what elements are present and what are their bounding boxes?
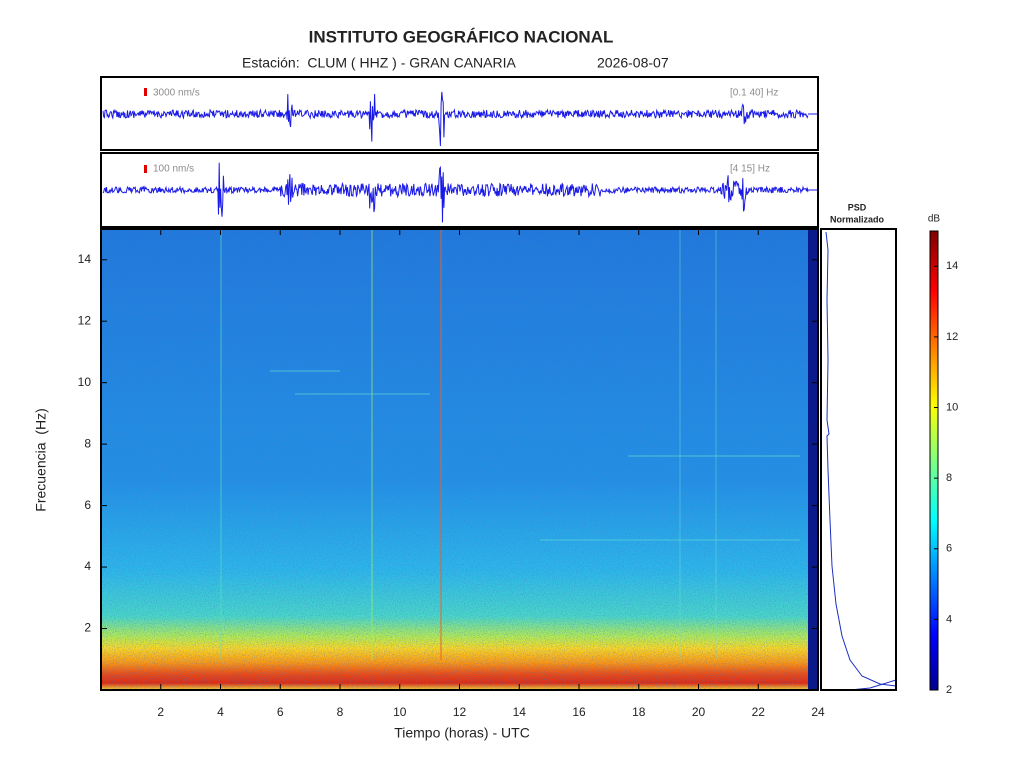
x-tick-label: 12 (453, 705, 467, 719)
colorbar-tick-label: 14 (946, 260, 958, 272)
subtitle: Estación: CLUM ( HHZ ) - GRAN CANARIA (242, 55, 516, 71)
x-tick-label: 2 (157, 705, 164, 719)
x-axis-label: Tiempo (horas) - UTC (394, 725, 530, 741)
title: INSTITUTO GEOGRÁFICO NACIONAL (309, 27, 614, 46)
psd-title: Normalizado (830, 214, 885, 224)
spectrogram-edge (808, 229, 818, 690)
scale-bar (144, 165, 147, 173)
x-tick-label: 20 (692, 705, 706, 719)
trace-panel (102, 91, 818, 147)
y-tick-label: 10 (78, 375, 92, 389)
spectrogram-noise (101, 229, 818, 690)
scale-label: 3000 nm/s (153, 88, 200, 99)
colorbar-tick-label: 6 (946, 543, 952, 555)
scale-bar (144, 88, 147, 96)
trace-frame (100, 76, 819, 151)
colorbar-tick-label: 2 (946, 684, 952, 696)
waveform (102, 91, 809, 147)
x-tick-label: 14 (513, 705, 527, 719)
y-tick-label: 8 (84, 436, 91, 450)
colorbar-label: dB (928, 214, 941, 225)
x-tick-label: 18 (632, 705, 646, 719)
psd-title: PSD (848, 202, 867, 212)
waveform (102, 162, 809, 223)
x-tick-label: 16 (572, 705, 586, 719)
spectral-events (220, 229, 800, 660)
psd-frame (820, 228, 897, 691)
x-tick-label: 4 (217, 705, 224, 719)
y-tick-label: 14 (78, 252, 92, 266)
band-label: [0.1 40] Hz (730, 88, 778, 99)
y-tick-label: 12 (78, 313, 92, 327)
trace-frame (100, 152, 819, 228)
date: 2026-08-07 (597, 55, 669, 71)
x-tick-label: 24 (811, 705, 825, 719)
psd-curve (825, 231, 897, 687)
colorbar-tick-label: 12 (946, 331, 958, 343)
y-tick-label: 4 (84, 559, 91, 573)
colorbar-tick-label: 10 (946, 401, 958, 413)
colorbar (929, 230, 939, 691)
scale-label: 100 nm/s (153, 164, 194, 175)
x-tick-label: 8 (337, 705, 344, 719)
band-label: [4 15] Hz (730, 164, 770, 175)
y-tick-label: 2 (84, 621, 91, 635)
colorbar-ticks: 2 4 6 8 10 12 14 (934, 260, 958, 696)
y-axis-label: Frecuencia (Hz) (33, 408, 49, 511)
x-tick-label: 22 (752, 705, 766, 719)
x-tick-label: 10 (393, 705, 407, 719)
x-tick-label: 6 (277, 705, 284, 719)
colorbar-tick-label: 8 (946, 472, 952, 484)
trace-panel (102, 162, 818, 223)
y-tick-label: 6 (84, 498, 91, 512)
colorbar-tick-label: 4 (946, 613, 952, 625)
